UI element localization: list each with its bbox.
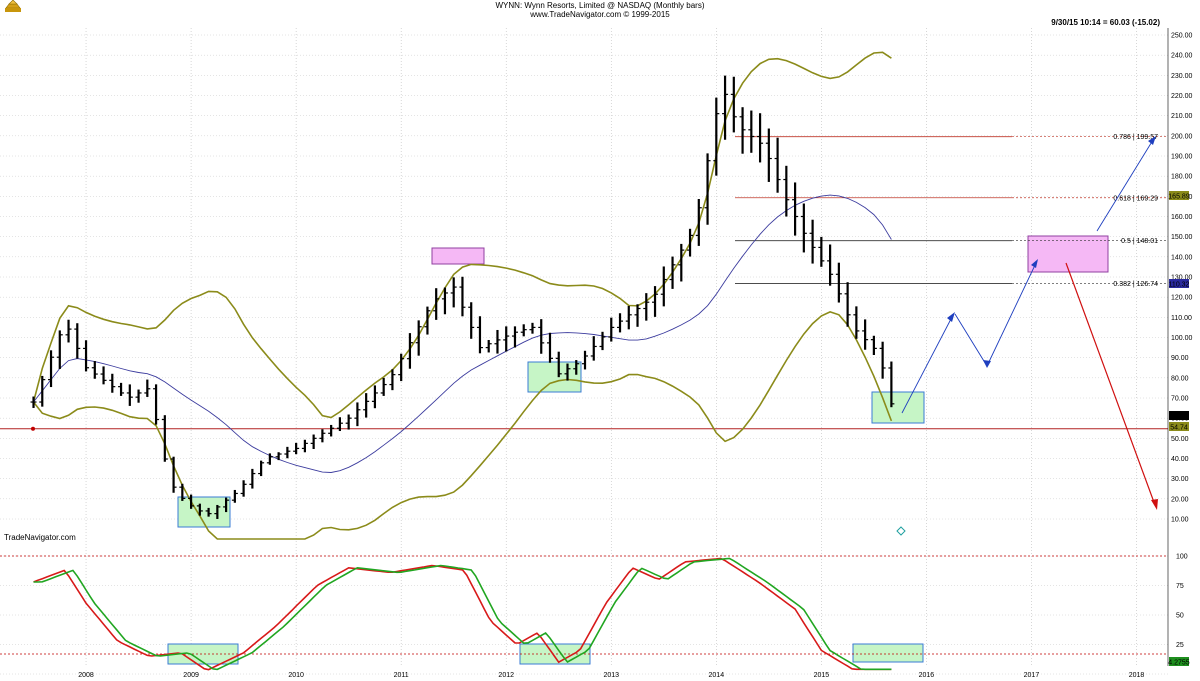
- stoch-k-line: [33, 557, 892, 671]
- y-tick-label: 10.00: [1171, 517, 1189, 524]
- ohlc-bars: [30, 75, 895, 519]
- y-tick-label: 20.00: [1171, 496, 1189, 503]
- y-tick-label: 110.00: [1171, 315, 1192, 322]
- y-tick-label: 180.00: [1171, 174, 1193, 181]
- y-tick-label: 50.00: [1171, 436, 1189, 443]
- lower-bollinger-band: [32, 311, 893, 540]
- blue-projection-3: [1096, 139, 1154, 232]
- projection-arrows: [901, 136, 1158, 510]
- y-tick-label: 120.00: [1171, 295, 1193, 302]
- moving-average: [33, 194, 892, 473]
- green-box-2009: [177, 496, 231, 528]
- stoch-tag-text: 4.2755: [1168, 660, 1190, 667]
- price-tag-upper: 165.89: [1168, 191, 1190, 201]
- y-tick-label: 150.00: [1171, 234, 1193, 241]
- x-tick-label: 2013: [603, 672, 619, 679]
- fib-label: 0.5 | 148.01: [1121, 238, 1158, 245]
- stoch-tick-label: 50: [1176, 613, 1184, 620]
- x-tick-label: 2014: [709, 672, 725, 679]
- y-tick-label: 200.00: [1171, 133, 1193, 140]
- tradenavigator-logo: [5, 0, 21, 12]
- x-tick-label: 2008: [78, 672, 94, 679]
- diamond-marker-icon: [896, 526, 906, 536]
- x-tick-label: 2017: [1024, 672, 1040, 679]
- green-box-2012: [527, 361, 582, 393]
- watermark-text: TradeNavigator.com: [4, 533, 76, 542]
- annotations: [167, 235, 1109, 665]
- price-tag-upper-text: 165.89: [1168, 194, 1190, 201]
- stoch-d-line: [33, 557, 892, 671]
- stoch-tick-label: 25: [1176, 642, 1184, 649]
- price-tag-lower-text: 54.74: [1170, 425, 1188, 432]
- red-projection: [1065, 262, 1156, 506]
- y-tick-label: 230.00: [1171, 73, 1193, 80]
- x-tick-label: 2016: [919, 672, 935, 679]
- upper-bollinger-band: [32, 51, 892, 419]
- y-tick-label: 160.00: [1171, 214, 1193, 221]
- red-arrowhead: [1151, 499, 1158, 510]
- y-tick-label: 80.00: [1171, 375, 1189, 382]
- fib-lines: 0.786 | 199.57 0.618 | 169.29 0.5 | 148.01…: [735, 134, 1168, 288]
- blue-arrowhead-4: [1148, 136, 1156, 145]
- price-tag-lower: 54.74: [1169, 422, 1189, 432]
- stoch-tick-label: 75: [1176, 583, 1184, 590]
- x-tick-label: 2010: [288, 672, 304, 679]
- stoch-tick-label: 100: [1176, 554, 1188, 561]
- y-tick-label: 220.00: [1171, 93, 1193, 100]
- y-tick-label: 130.00: [1171, 275, 1193, 282]
- fib-label: 0.618 | 169.29: [1113, 195, 1158, 202]
- fib-label: 0.786 | 199.57: [1113, 134, 1158, 141]
- status-readout: 9/30/15 10:14 = 60.03 (-15.02): [1051, 18, 1160, 27]
- stoch-tag: 4.2755: [1168, 657, 1190, 667]
- y-tick-label: 30.00: [1171, 476, 1189, 483]
- blue-projection-1: [901, 316, 953, 414]
- blue-arrowhead-1: [947, 312, 955, 322]
- y-tick-label: 70.00: [1171, 396, 1189, 403]
- y-tick-label: 140.00: [1171, 254, 1193, 261]
- stoch-green-box-2015: [852, 643, 924, 663]
- blue-arrowhead-3: [1031, 259, 1038, 268]
- x-tick-label: 2009: [183, 672, 199, 679]
- price-tag-last-text: 60.03: [1170, 414, 1188, 421]
- support-line-start-dot: [31, 426, 35, 431]
- y-tick-label: 250.00: [1171, 33, 1193, 40]
- stoch-green-box-2012: [519, 643, 591, 665]
- price-tag-last: 60.03: [1169, 411, 1189, 421]
- y-tick-label: 240.00: [1171, 53, 1193, 60]
- x-axis-labels: 2008 2009 2010 2011 2012 2013 2014 2015 2016 2017…: [78, 672, 1144, 679]
- pink-box-2011: [431, 247, 485, 265]
- x-tick-label: 2012: [498, 672, 514, 679]
- chart-copyright: www.TradeNavigator.com © 1999-2015: [529, 10, 670, 19]
- x-tick-label: 2011: [394, 672, 409, 679]
- y-tick-label: 210.00: [1171, 113, 1193, 120]
- pink-box-2017: [1027, 235, 1109, 273]
- green-box-2015: [871, 391, 925, 424]
- fib-label: 0.382 | 126.74: [1113, 281, 1158, 288]
- price-tag-ma-text: 110.32: [1169, 282, 1190, 289]
- chart-title: WYNN: Wynn Resorts, Limited @ NASDAQ (Mo…: [496, 1, 705, 10]
- stoch-axis-labels: 100 75 50 25: [1176, 554, 1188, 650]
- x-tick-label: 2015: [814, 672, 830, 679]
- y-tick-label: 40.00: [1171, 456, 1189, 463]
- y-tick-label: 190.00: [1171, 154, 1193, 161]
- y-tick-label: 100.00: [1171, 335, 1193, 342]
- price-tag-ma: 110.32: [1169, 279, 1190, 289]
- blue-arrowhead-2: [983, 360, 991, 368]
- x-tick-label: 2018: [1129, 672, 1145, 679]
- y-tick-label: 90.00: [1171, 355, 1189, 362]
